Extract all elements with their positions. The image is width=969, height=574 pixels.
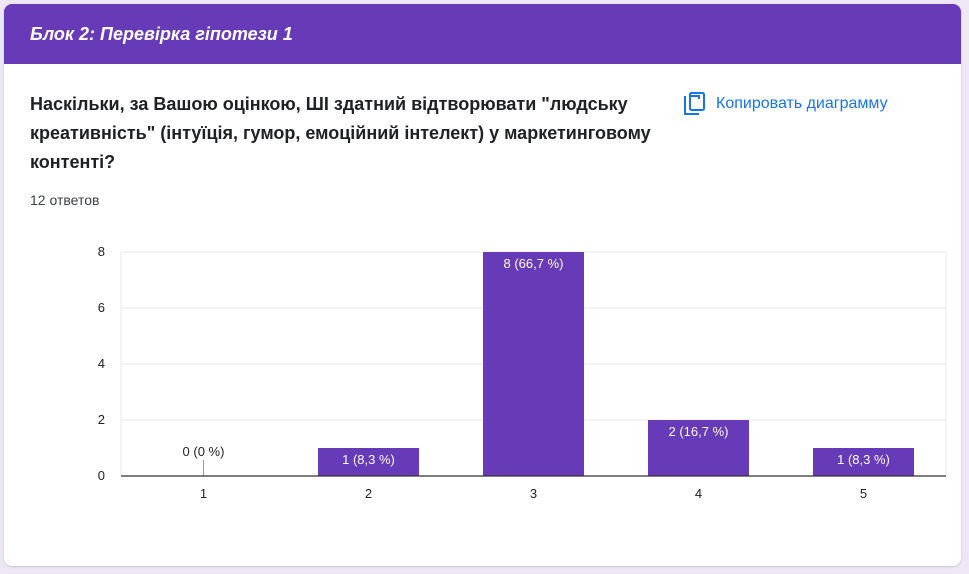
bar-chart: 0 2 4 6 8 0 (0 %) 1 1 (8,3 %) 2 8 (66,7 %) 3 2 (16,… [98, 244, 947, 501]
x-tick-label: 1 [200, 486, 207, 501]
bar [318, 448, 419, 476]
copy-icon [684, 92, 706, 116]
x-tick-label: 5 [860, 486, 867, 501]
y-tick-label: 4 [98, 356, 105, 371]
y-tick-label: 8 [98, 244, 105, 259]
copy-chart-button[interactable]: Копировать диаграмму [684, 88, 888, 120]
bar-data-label: 1 (8,3 %) [342, 452, 395, 467]
y-tick-label: 6 [98, 300, 105, 315]
x-tick-label: 3 [530, 486, 537, 501]
bar-data-label: 2 (16,7 %) [669, 424, 729, 439]
bar-data-label: 8 (66,7 %) [504, 256, 564, 271]
bar-data-label: 1 (8,3 %) [837, 452, 890, 467]
bar [813, 448, 914, 476]
section-header: Блок 2: Перевірка гіпотези 1 [4, 4, 961, 64]
question-title: Наскільки, за Вашою оцінкою, ШІ здатний … [30, 94, 651, 172]
bar-data-label: 0 (0 %) [183, 444, 225, 459]
copy-chart-label: Копировать диаграмму [716, 95, 888, 112]
response-count: 12 ответов [30, 192, 100, 208]
question-card: Блок 2: Перевірка гіпотези 1 Наскільки, … [4, 4, 961, 566]
x-tick-label: 4 [695, 486, 702, 501]
y-tick-label: 2 [98, 412, 105, 427]
y-tick-label: 0 [98, 468, 105, 483]
x-tick-label: 2 [365, 486, 372, 501]
section-title: Блок 2: Перевірка гіпотези 1 [30, 23, 293, 44]
bar [648, 420, 749, 476]
bar [483, 252, 584, 476]
